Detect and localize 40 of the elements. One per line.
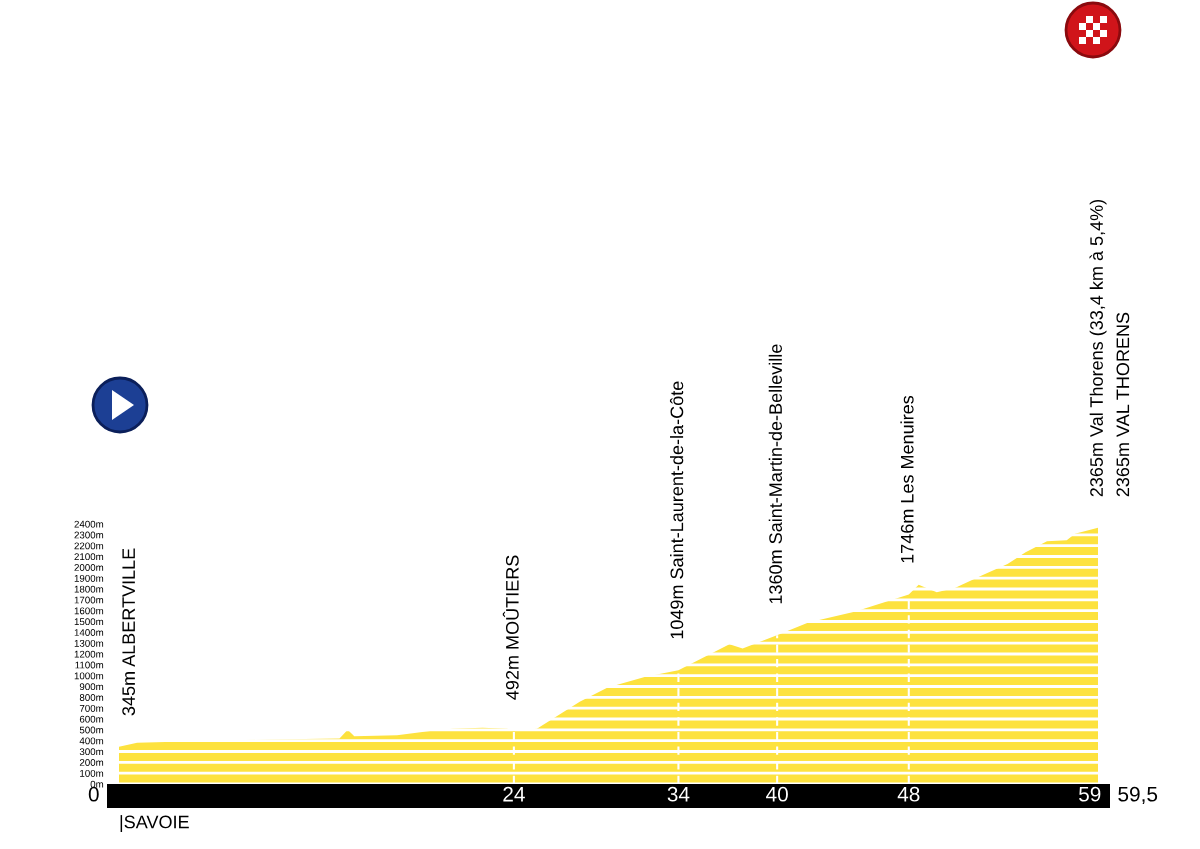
annotation: 492m MOÛTIERS	[502, 555, 519, 700]
annotation: 1360m Saint-Martin-de-Belleville	[768, 344, 782, 604]
y-tick-label: 900m	[79, 683, 104, 691]
y-tick-label: 1800m	[74, 585, 104, 593]
y-tick-label: 300m	[79, 748, 104, 756]
x-tick-label: 24	[503, 786, 525, 802]
y-tick-label: 1600m	[74, 607, 104, 615]
y-tick-label: 2300m	[74, 531, 104, 539]
y-tick-label: 1300m	[74, 639, 104, 647]
x-tick-label: 34	[667, 786, 690, 802]
x-tick-label: 48	[897, 786, 920, 802]
y-tick-label: 1400m	[74, 629, 104, 636]
y-tick-label: 1200m	[74, 650, 104, 658]
annotation: 0	[88, 786, 99, 802]
annotation: 345m ALBERTVILLE	[122, 548, 136, 716]
y-tick-label: 800m	[79, 694, 104, 701]
y-tick-label: 1000m	[74, 672, 104, 680]
annotation: 1746m Les Menuires	[900, 395, 914, 563]
y-tick-label: 100m	[80, 769, 104, 777]
y-tick-label: 200m	[79, 759, 104, 766]
y-tick-label: 2400m	[74, 520, 104, 528]
x-tick-label: 40	[766, 786, 788, 802]
annotation: 2365m VAL THORENS	[1116, 312, 1130, 497]
y-tick-label: 0m	[90, 780, 104, 788]
y-tick-label: 700m	[79, 704, 104, 712]
y-tick-label: 2200m	[74, 542, 104, 550]
annotation: 1049m Saint-Laurent-de-la-Côte	[669, 381, 684, 639]
text: |SAVOIE	[120, 815, 189, 832]
y-tick-label: 1700m	[74, 596, 104, 604]
y-tick-label: 500m	[79, 726, 104, 734]
annotation: 59,5	[1118, 786, 1158, 805]
y-tick-label: 400m	[79, 737, 104, 745]
y-tick-label: 1100m	[75, 661, 104, 669]
y-tick-label: 1500m	[74, 618, 104, 626]
y-tick-label: 600m	[79, 715, 104, 723]
y-tick-label: 1900m	[74, 574, 104, 582]
y-tick-label: 2000m	[74, 564, 104, 571]
y-tick-label: 2100m	[74, 553, 104, 561]
annotation: 2365m Val Thorens (33,4 km à 5,4%)	[1089, 199, 1107, 497]
x-tick-label: 59	[1079, 786, 1101, 802]
